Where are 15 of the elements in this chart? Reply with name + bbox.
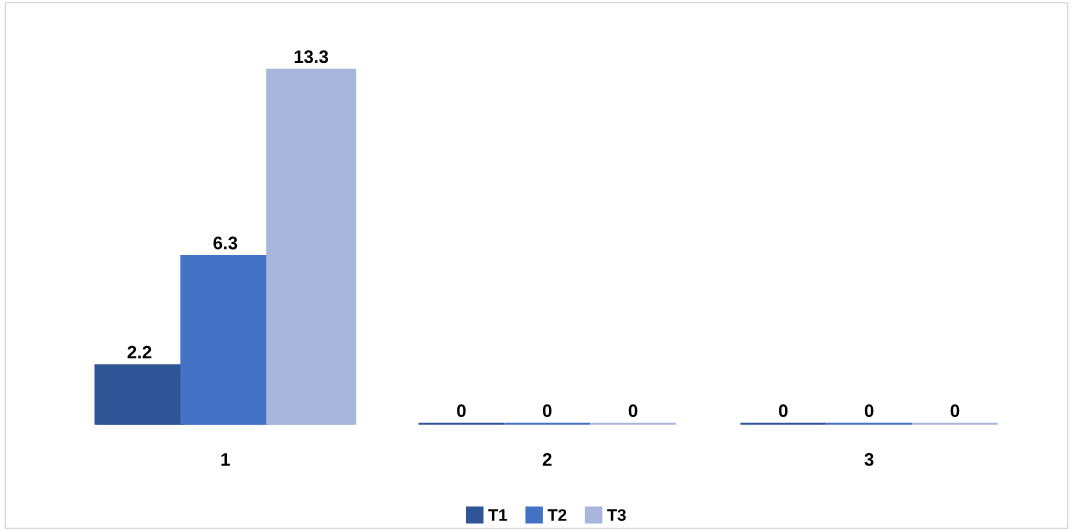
data-label: 0: [778, 404, 788, 418]
data-label: 0: [628, 404, 638, 418]
x-tick-label: 2: [542, 453, 552, 466]
x-tick-label: 3: [864, 453, 874, 466]
data-label: 0: [864, 404, 874, 418]
data-label: 0: [542, 404, 552, 418]
data-label: 6.3: [213, 236, 238, 250]
data-label: 0: [950, 404, 960, 418]
legend-label: T2: [547, 509, 567, 521]
data-label: 0: [457, 404, 466, 418]
legend-label: T1: [488, 509, 508, 521]
data-label: 13.3: [294, 50, 329, 64]
data-label: 2.2: [127, 345, 152, 359]
legend-label: T3: [607, 509, 626, 521]
x-tick-label: 1: [221, 453, 230, 466]
